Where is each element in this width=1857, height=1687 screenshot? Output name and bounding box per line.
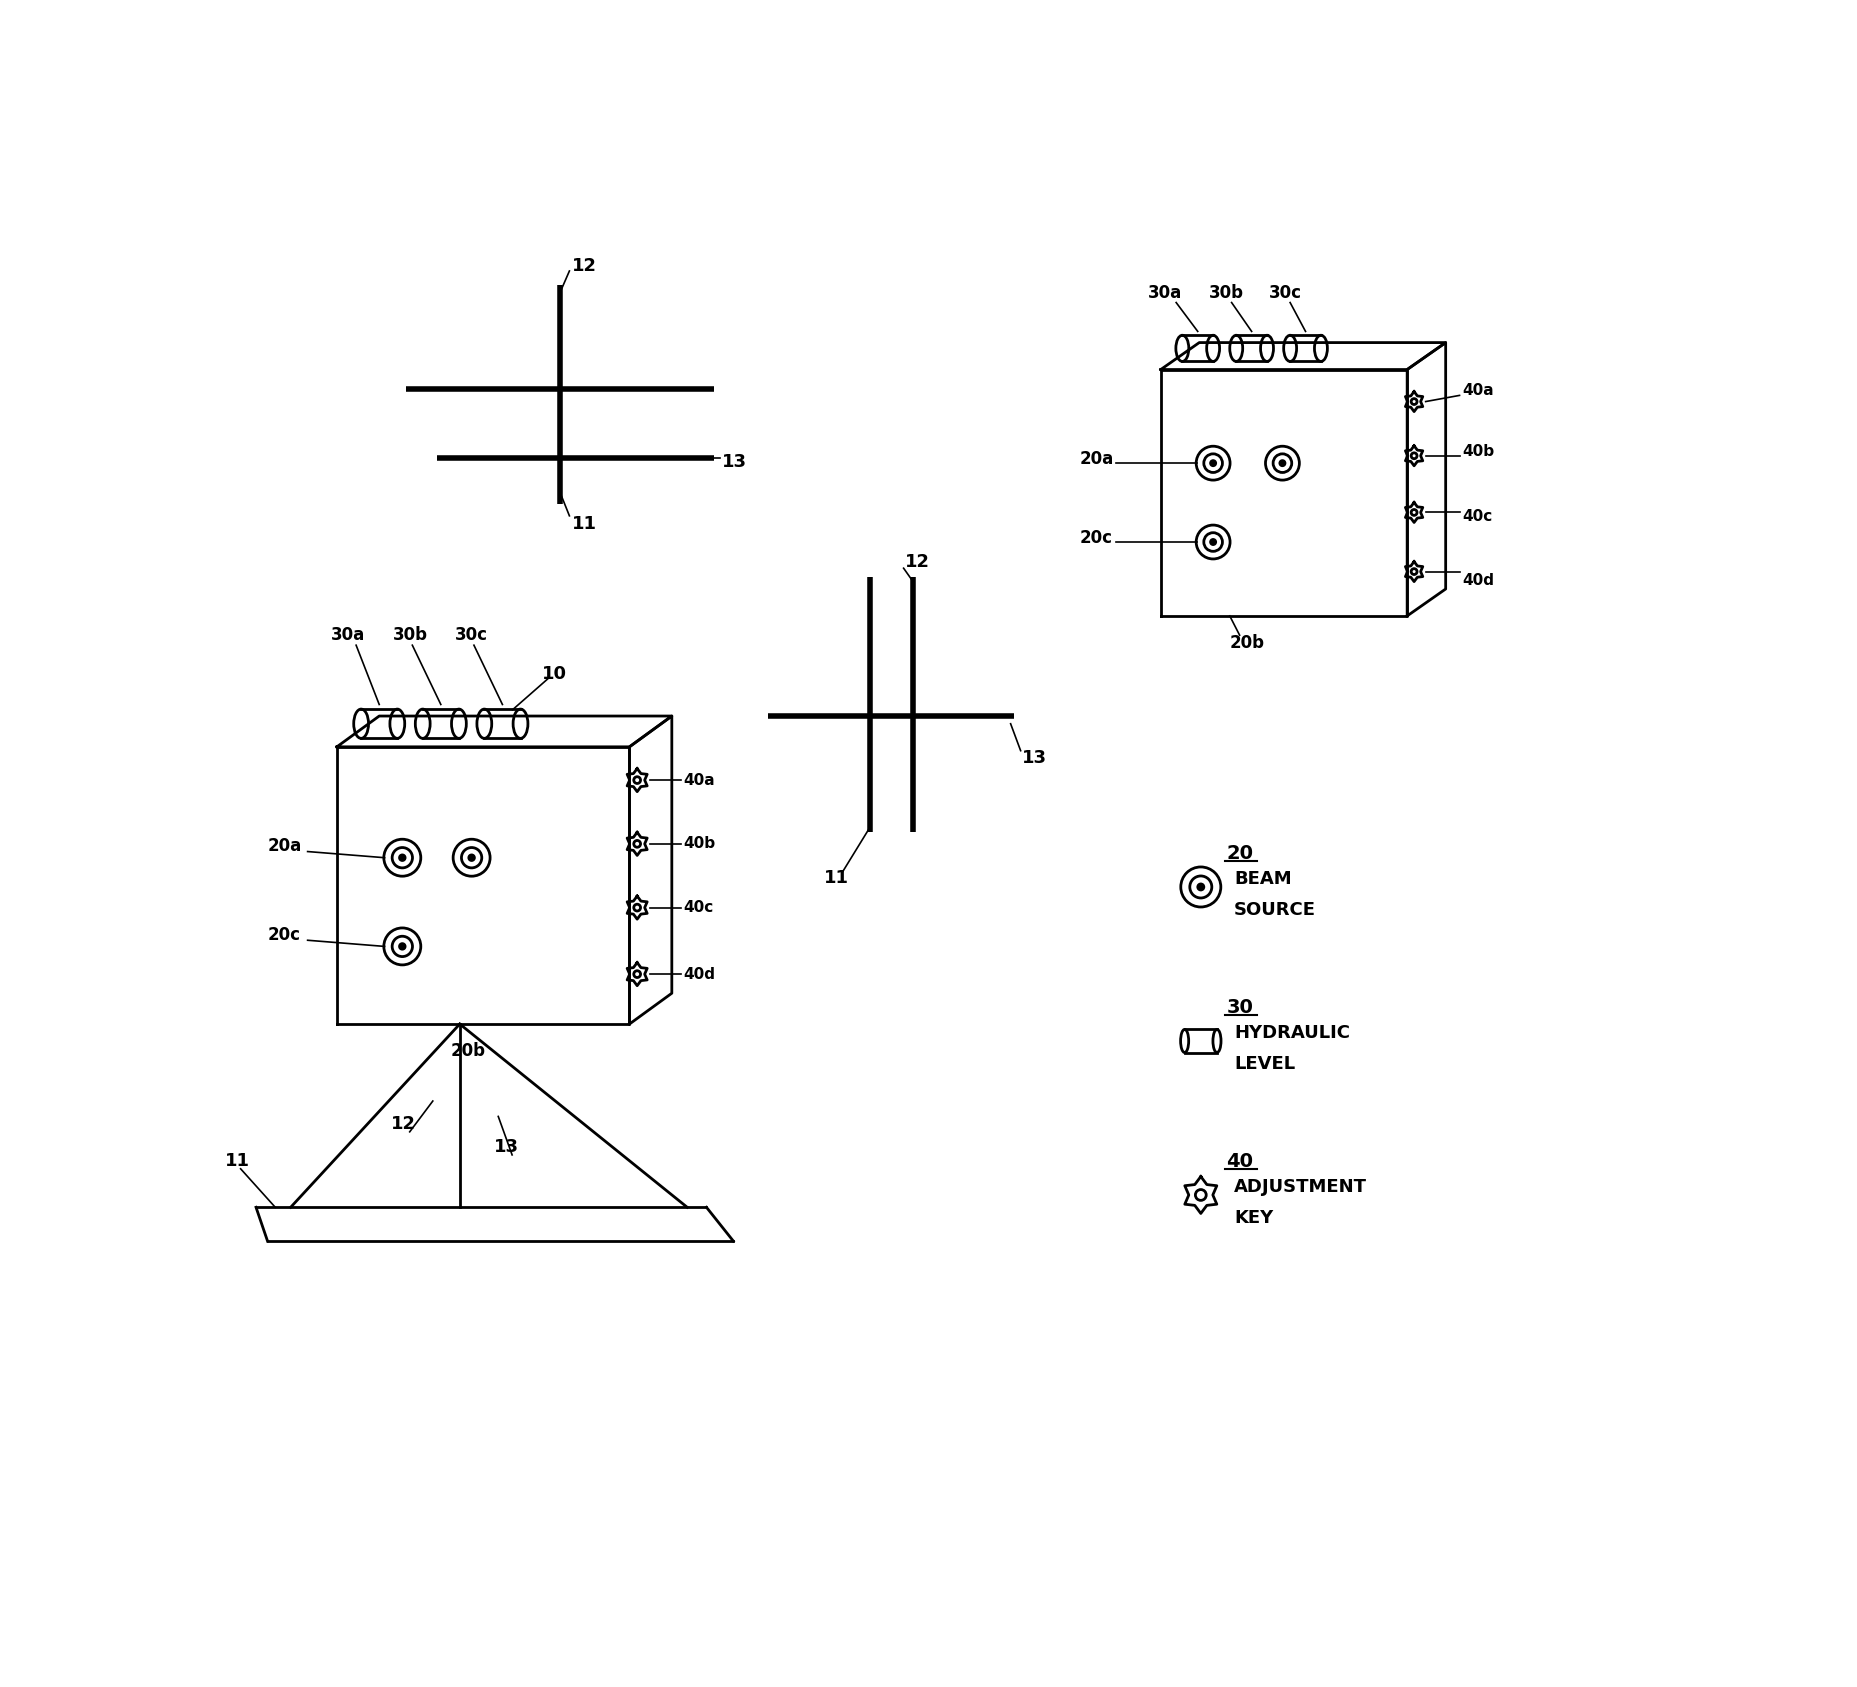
Circle shape xyxy=(1279,461,1285,466)
Text: 12: 12 xyxy=(390,1115,416,1134)
Text: 12: 12 xyxy=(572,256,596,275)
Text: 13: 13 xyxy=(722,452,747,471)
Text: 30c: 30c xyxy=(455,626,488,644)
Circle shape xyxy=(1211,461,1216,466)
Text: 40a: 40a xyxy=(1463,383,1495,398)
Text: 11: 11 xyxy=(225,1152,251,1171)
Polygon shape xyxy=(256,1208,734,1242)
Text: BEAM: BEAM xyxy=(1233,870,1291,889)
Circle shape xyxy=(399,943,405,950)
Circle shape xyxy=(1211,540,1216,545)
Text: 30: 30 xyxy=(1226,997,1253,1017)
Text: 20b: 20b xyxy=(451,1043,487,1059)
Text: 10: 10 xyxy=(542,665,566,683)
Text: 20a: 20a xyxy=(267,837,303,855)
Text: 20b: 20b xyxy=(1229,634,1265,651)
Text: 12: 12 xyxy=(904,553,930,570)
Text: 13: 13 xyxy=(494,1139,520,1156)
Circle shape xyxy=(468,855,474,860)
Text: 30b: 30b xyxy=(392,626,427,644)
Text: 30a: 30a xyxy=(1148,283,1181,302)
Text: KEY: KEY xyxy=(1233,1210,1274,1226)
Text: 30a: 30a xyxy=(331,626,366,644)
Text: 11: 11 xyxy=(572,515,596,533)
Text: 13: 13 xyxy=(1021,749,1047,768)
Text: HYDRAULIC: HYDRAULIC xyxy=(1233,1024,1350,1043)
Text: 20a: 20a xyxy=(1081,450,1114,469)
Text: 40: 40 xyxy=(1226,1152,1253,1171)
Circle shape xyxy=(399,855,405,860)
Text: ADJUSTMENT: ADJUSTMENT xyxy=(1233,1178,1367,1196)
Circle shape xyxy=(1198,884,1203,891)
Text: 30b: 30b xyxy=(1209,283,1244,302)
Text: LEVEL: LEVEL xyxy=(1233,1054,1294,1073)
Text: 40b: 40b xyxy=(683,837,715,852)
Text: 30c: 30c xyxy=(1268,283,1302,302)
Text: 20c: 20c xyxy=(267,926,301,943)
Text: 40c: 40c xyxy=(1463,509,1493,523)
Text: 20c: 20c xyxy=(1081,530,1112,547)
Text: SOURCE: SOURCE xyxy=(1233,901,1317,919)
Text: 40d: 40d xyxy=(683,967,715,982)
Text: 11: 11 xyxy=(823,869,849,887)
Text: 40b: 40b xyxy=(1463,444,1495,459)
Text: 40a: 40a xyxy=(683,773,715,788)
Text: 20: 20 xyxy=(1226,844,1253,862)
Text: 40c: 40c xyxy=(683,901,713,914)
Text: 40d: 40d xyxy=(1463,574,1495,589)
